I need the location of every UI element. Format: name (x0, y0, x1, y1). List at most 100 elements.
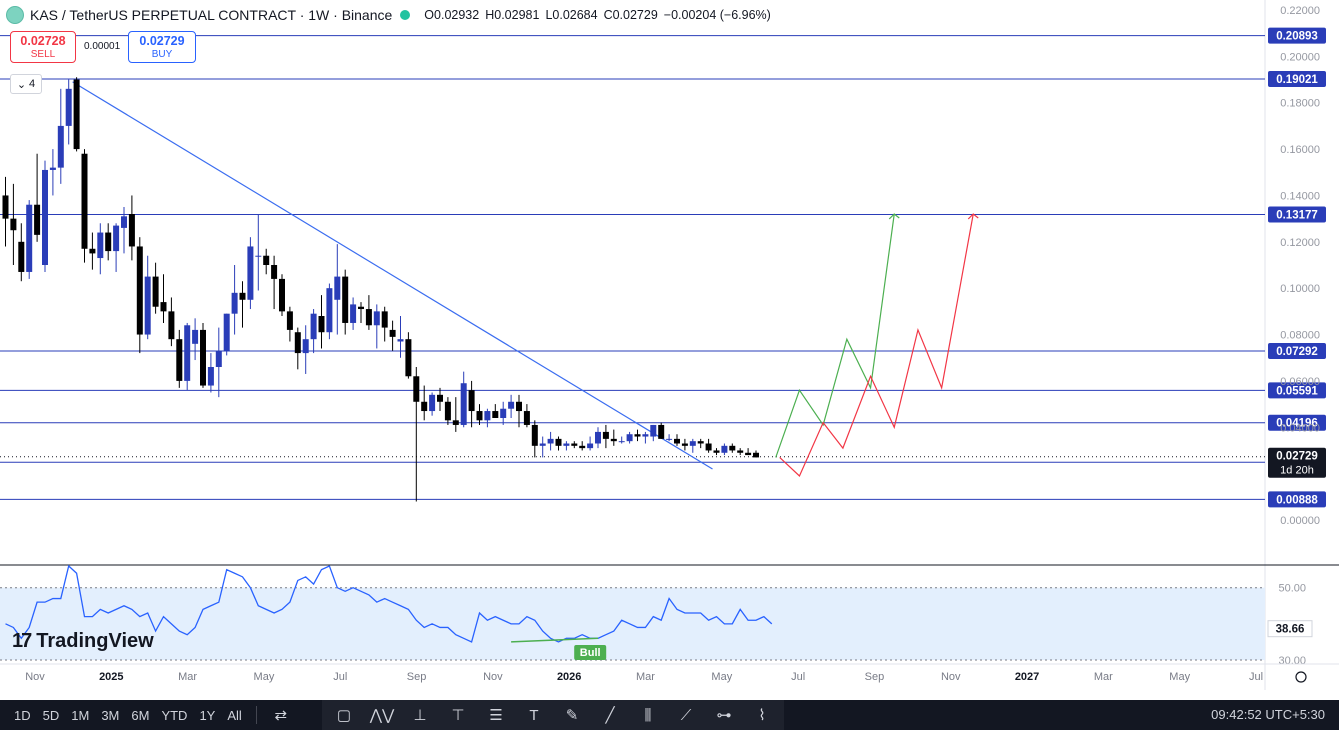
buy-label: BUY (151, 49, 173, 60)
countdown-label: 1d 20h (1280, 465, 1314, 477)
time-tick: Mar (178, 671, 197, 683)
candle-body (500, 408, 507, 418)
open-value: O0.02932 (424, 8, 480, 22)
price-tick: 0.20000 (1280, 51, 1320, 63)
candle-body (49, 167, 56, 170)
sell-label: SELL (30, 49, 56, 60)
candle-body (121, 216, 127, 228)
path-tool-icon[interactable]: ⟋ (680, 706, 692, 724)
candle-body (705, 443, 712, 451)
bars-pattern-icon[interactable]: ⫼ (644, 706, 652, 724)
candle-body (476, 411, 483, 421)
candle-body (215, 350, 222, 367)
candle-body (444, 401, 451, 421)
candle-body (152, 276, 159, 307)
trendline-tool-icon[interactable]: ╱ (605, 707, 615, 724)
settings-gear-icon[interactable] (1295, 671, 1307, 683)
change-value: −0.00204 (−6.96%) (663, 8, 771, 22)
last-price-tag (1268, 447, 1326, 478)
candle-body (318, 316, 325, 333)
ohlc-values: O0.02932 H0.02981 L0.02684 C0.02729 −0.0… (424, 8, 771, 22)
candle-body (674, 438, 680, 444)
indicators-toggle[interactable]: ⌄ 4 (10, 74, 42, 94)
measure-icon[interactable]: ⊶ (716, 707, 732, 724)
candle-body (602, 431, 609, 439)
candle-body (144, 276, 151, 335)
timeframe-5d[interactable]: 5D (42, 707, 60, 723)
candle-body (97, 232, 104, 259)
candle-body (389, 329, 396, 337)
level-price-tag (1268, 71, 1326, 88)
tradingview-logo[interactable]: 17 TradingView (12, 630, 154, 653)
projection-paths (775, 213, 979, 477)
candle-body (381, 311, 388, 328)
drawing-tools: ▢ ⋀⋁ ⊥ ⊤ ☰ T ✎ ╱ ⫼ ⟋ ⊶ ⌇ (322, 700, 784, 730)
candle-body (539, 443, 546, 446)
rsi-band (0, 587, 1265, 660)
time-tick: 2026 (557, 671, 581, 683)
timeframe-1m[interactable]: 1M (71, 707, 90, 723)
price-tick: 0.18000 (1280, 98, 1320, 110)
candle-body (571, 443, 578, 446)
candle-body (753, 452, 759, 458)
candle-body (358, 306, 364, 310)
ruler-icon[interactable]: ⌇ (758, 707, 766, 724)
time-tick: Sep (407, 671, 427, 683)
chevron-down-icon: ⌄ (16, 78, 27, 91)
time-tick: 2027 (1015, 671, 1039, 683)
candle-body (286, 311, 293, 330)
time-tick: Mar (1094, 671, 1113, 683)
long-position-icon[interactable]: ⊥ (413, 707, 427, 724)
timeframe-all[interactable]: All (227, 707, 242, 723)
timeframe-1y[interactable]: 1Y (199, 707, 216, 723)
projection-red-path[interactable] (779, 213, 974, 477)
fib-retracement-icon[interactable]: ☰ (489, 707, 503, 724)
rsi-line[interactable] (5, 564, 773, 643)
clock[interactable]: 09:42:52 UTC+5:30 (1211, 707, 1325, 722)
timeframe-1d[interactable]: 1D (14, 707, 31, 723)
candle-body (737, 450, 744, 453)
toolbar-divider (255, 706, 257, 724)
text-tool-icon[interactable]: T (529, 706, 539, 724)
short-position-icon[interactable]: ⊤ (451, 707, 465, 724)
buy-button[interactable]: 0.02729 BUY (128, 31, 196, 63)
price-chart[interactable]: Bull 50.00 30.00 38.66 0.20893 0.19021 0.1317… (0, 0, 1339, 700)
projection-green-path[interactable] (775, 213, 895, 458)
level-price-label: 0.19021 (1276, 74, 1318, 86)
candle-body (745, 452, 752, 456)
candle-body (516, 401, 522, 412)
candle-body (255, 255, 262, 257)
rectangle-tool-icon[interactable]: ▢ (336, 707, 352, 724)
pattern-tool-icon[interactable]: ⋀⋁ (369, 707, 395, 724)
candle-body (421, 401, 428, 412)
timeframe-3m[interactable]: 3M (101, 707, 120, 723)
candle-body (460, 383, 467, 425)
symbol-title[interactable]: KAS / TetherUS PERPETUAL CONTRACT · 1W ·… (30, 7, 393, 23)
descending-trendline[interactable] (72, 81, 713, 470)
candle-body (373, 311, 380, 326)
brush-icon[interactable]: ✎ (565, 707, 579, 724)
price-tick: 0.10000 (1280, 283, 1320, 295)
bull-label: Bull (580, 647, 601, 659)
high-value: H0.02981 (485, 8, 540, 22)
bull-tag (574, 645, 607, 660)
timeframe-6m[interactable]: 6M (131, 707, 150, 723)
candle-body (247, 246, 254, 300)
compare-icon[interactable]: ⇄ (274, 707, 288, 724)
price-tick: 0.06000 (1280, 376, 1320, 388)
candle-body (65, 88, 72, 126)
candle-body (34, 204, 41, 235)
candle-body (729, 445, 736, 451)
candle-body (128, 214, 135, 247)
candle-body (160, 302, 167, 312)
sell-button[interactable]: 0.02728 SELL (10, 31, 76, 63)
candle-body (81, 153, 88, 249)
candle-body (697, 441, 704, 444)
time-axis: Nov 2025 Mar May Jul Sep Nov 2026 Mar May Jul Sep No… (0, 663, 1339, 683)
price-tick: 0.04000 (1280, 422, 1320, 434)
timeframe-ytd[interactable]: YTD (161, 707, 188, 723)
candle-body (634, 434, 641, 437)
candle-body (587, 443, 594, 449)
candle-body (310, 313, 317, 340)
time-tick: Sep (865, 671, 885, 683)
